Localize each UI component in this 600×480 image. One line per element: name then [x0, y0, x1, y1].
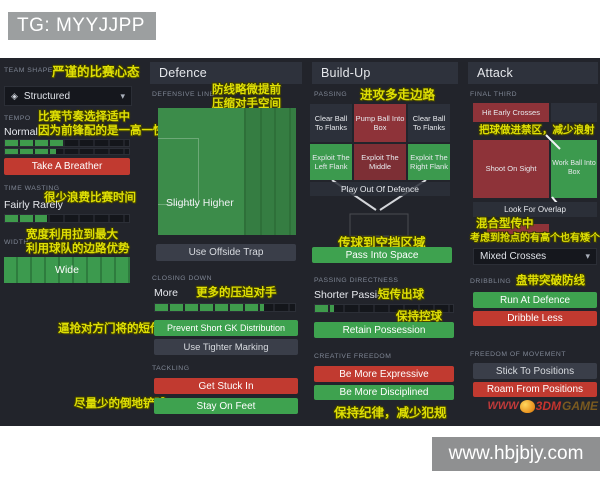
annotation-closing-down: 更多的压迫对手 — [196, 287, 277, 299]
hit-early-crosses-option[interactable]: Hit Early Crosses — [473, 103, 549, 122]
width-slider[interactable]: Wide — [4, 257, 130, 283]
site-url-badge: www.hbjbjy.com — [432, 437, 600, 471]
annotation-width-2: 利用球队的边路优势 — [26, 243, 130, 255]
width-value: Wide — [55, 264, 79, 276]
use-tighter-marking-button[interactable]: Use Tighter Marking — [154, 339, 298, 355]
annotation-dribbling: 盘带突破防线 — [516, 275, 585, 287]
dribble-less-button[interactable]: Dribble Less — [473, 311, 597, 326]
annotation-tempo-1: 比赛节奏选择适中 — [38, 111, 130, 123]
crosses-dropdown[interactable]: Mixed Crosses ▾ — [473, 248, 597, 265]
annotation-time-wasting: 很少浪费比赛时间 — [44, 192, 136, 204]
passing-directness-label: PASSING DIRECTNESS — [314, 277, 399, 284]
final-third-label: FINAL THIRD — [470, 91, 518, 98]
stick-to-positions-button[interactable]: Stick To Positions — [473, 363, 597, 379]
get-stuck-in-button[interactable]: Get Stuck In — [154, 378, 298, 394]
be-more-expressive-button[interactable]: Be More Expressive — [314, 366, 454, 382]
penalty-box-lines — [158, 138, 200, 205]
width-label: WIDTH — [4, 239, 29, 246]
team-shape-value: Structured — [23, 90, 71, 102]
watermark-brand-1: 3DM — [535, 399, 561, 413]
diamond-icon: ◈ — [11, 90, 18, 101]
tempo-value: Normal — [4, 126, 38, 138]
work-ball-into-box-option[interactable]: Work Ball Into Box — [551, 140, 597, 198]
pump-ball-into-box-option[interactable]: Pump Ball Into Box — [354, 104, 406, 142]
annotation-gk-press: 逼抢对方门将的短传球 — [58, 323, 173, 335]
chevron-down-icon: ▾ — [585, 251, 590, 261]
passing-directness-slider[interactable] — [314, 304, 454, 313]
freedom-of-movement-label: FREEDOM OF MOVEMENT — [470, 351, 566, 358]
annotation-short-passing: 短传出球 — [378, 289, 424, 301]
creative-freedom-label: CREATIVE FREEDOM — [314, 353, 392, 360]
clear-ball-right-option[interactable]: Clear Ball To Flanks — [408, 104, 450, 142]
pass-into-space-button[interactable]: Pass Into Space — [312, 247, 452, 263]
exploit-left-flank-option[interactable]: Exploit The Left Flank — [310, 144, 352, 180]
run-at-defence-button[interactable]: Run At Defence — [473, 292, 597, 308]
defensive-line-value: Slightly Higher — [166, 197, 234, 209]
build-up-header: Build-Up — [312, 62, 458, 84]
chevron-down-icon: ▾ — [120, 90, 125, 101]
exploit-middle-option[interactable]: Exploit The Middle — [354, 144, 406, 180]
dribbling-label: DRIBBLING — [470, 278, 512, 285]
passing-directness-value: Shorter Passing — [314, 289, 389, 301]
shoot-on-sight-option[interactable]: Shoot On Sight — [473, 140, 549, 198]
annotation-tackle: 尽量少的倒地铲球 — [74, 398, 166, 410]
look-for-overlap-option[interactable]: Look For Overlap — [473, 202, 597, 217]
annotation-team-shape: 严谨的比赛心态 — [52, 65, 140, 79]
defensive-line-pitch[interactable]: Slightly Higher — [158, 108, 296, 235]
tempo-slider-track[interactable] — [4, 148, 130, 155]
defence-header: Defence — [150, 62, 302, 84]
tackling-label: TACKLING — [152, 365, 190, 372]
attack-header: Attack — [468, 62, 598, 84]
teapot-icon — [519, 399, 535, 413]
annotation-pass-space: 传球到空挡区域 — [338, 236, 426, 250]
use-offside-trap-button[interactable]: Use Offside Trap — [156, 244, 296, 261]
retain-possession-button[interactable]: Retain Possession — [314, 322, 454, 338]
team-shape-dropdown[interactable]: ◈ Structured ▾ — [4, 86, 132, 106]
play-out-of-defence-option[interactable]: Play Out Of Defence — [310, 182, 450, 196]
prevent-gk-distribution-button[interactable]: Prevent Short GK Distribution — [154, 320, 298, 336]
pitch-line — [273, 108, 276, 235]
annotation-crosses-2: 考虑到抢点的有高个也有矮个 — [470, 233, 600, 244]
annotation-def-line-2: 压缩对手空间 — [212, 98, 281, 110]
annotation-retain: 保持控球 — [396, 311, 442, 323]
take-a-breather-button[interactable]: Take A Breather — [4, 158, 130, 175]
annotation-passing: 进攻多走边路 — [360, 88, 436, 102]
closing-down-label: CLOSING DOWN — [152, 275, 213, 282]
time-wasting-slider[interactable] — [4, 214, 130, 223]
time-wasting-label: TIME WASTING — [4, 185, 60, 192]
roam-from-positions-button[interactable]: Roam From Positions — [473, 382, 597, 397]
annotation-width-1: 宽度利用拉到最大 — [26, 229, 118, 241]
be-more-disciplined-button[interactable]: Be More Disciplined — [314, 385, 454, 400]
final-third-empty-cell[interactable] — [551, 103, 597, 122]
closing-down-value: More — [154, 287, 178, 299]
crosses-red-block[interactable] — [487, 224, 549, 238]
pitch-shade — [243, 108, 296, 235]
tactics-panel: TEAM SHAPE 严谨的比赛心态 ◈ Structured ▾ TEMPO … — [0, 58, 600, 426]
tempo-slider[interactable] — [4, 139, 130, 147]
watermark-prefix: WWW — [487, 400, 519, 412]
pitch-line — [289, 108, 292, 235]
time-wasting-value: Fairly Rarely — [4, 199, 63, 211]
annotation-discipline: 保持纪律，减少犯规 — [334, 406, 447, 420]
exploit-right-flank-option[interactable]: Exploit The Right Flank — [408, 144, 450, 180]
clear-ball-left-option[interactable]: Clear Ball To Flanks — [310, 104, 352, 142]
annotation-crosses-1: 混合型传中 — [476, 218, 534, 230]
closing-down-slider[interactable] — [154, 303, 296, 312]
passing-label: PASSING — [314, 91, 348, 98]
stay-on-feet-button[interactable]: Stay On Feet — [154, 398, 298, 414]
pitch-line — [243, 108, 246, 235]
tg-channel-badge: TG: MYYJJPP — [8, 12, 156, 40]
team-shape-label: TEAM SHAPE — [4, 67, 53, 74]
defensive-line-label: DEFENSIVE LINE — [152, 91, 215, 98]
annotation-work-box: 把球做进禁区，减少浪射 — [479, 124, 595, 136]
annotation-tempo-2: 因为前锋配的是一高一快 — [38, 125, 165, 137]
tempo-label: TEMPO — [4, 115, 31, 122]
watermark-brand-2: GAME — [562, 399, 598, 413]
crosses-value: Mixed Crosses — [480, 251, 547, 262]
3dm-watermark: WWW 3DM GAME — [468, 399, 599, 413]
annotation-def-line-1: 防线略微提前 — [212, 84, 281, 96]
pitch-line — [260, 108, 263, 235]
